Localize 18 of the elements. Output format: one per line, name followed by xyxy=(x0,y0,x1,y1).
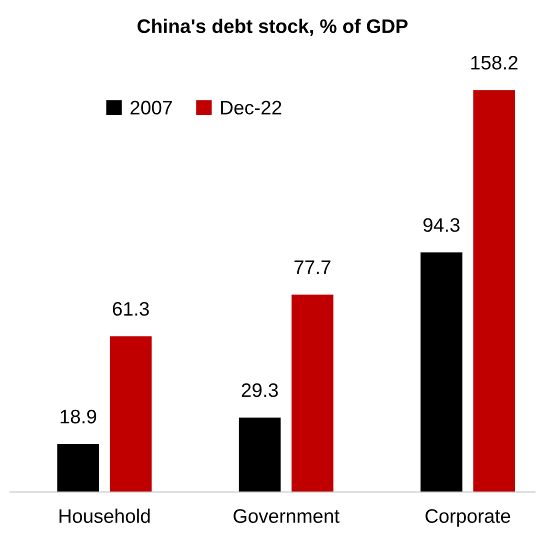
legend-label: 2007 xyxy=(130,100,172,115)
data-label: 29.3 xyxy=(242,383,278,398)
data-label: 18.9 xyxy=(60,410,96,424)
bar xyxy=(420,252,462,492)
x-tick-label: Household xyxy=(60,508,150,523)
data-label: 158.2 xyxy=(471,56,518,70)
legend-label: Dec-22 xyxy=(221,100,282,115)
bar xyxy=(292,294,334,492)
bar xyxy=(110,336,152,492)
data-label: 94.3 xyxy=(423,218,460,232)
x-tick-label: Government xyxy=(234,509,340,523)
x-tick-label: Corporate xyxy=(426,509,510,527)
bar xyxy=(57,444,100,492)
bar xyxy=(473,90,516,492)
bar xyxy=(238,418,281,492)
chart-title: China's debt stock, % of GDP xyxy=(138,18,408,36)
data-label: 61.3 xyxy=(112,302,149,316)
data-label: 77.7 xyxy=(294,260,330,274)
